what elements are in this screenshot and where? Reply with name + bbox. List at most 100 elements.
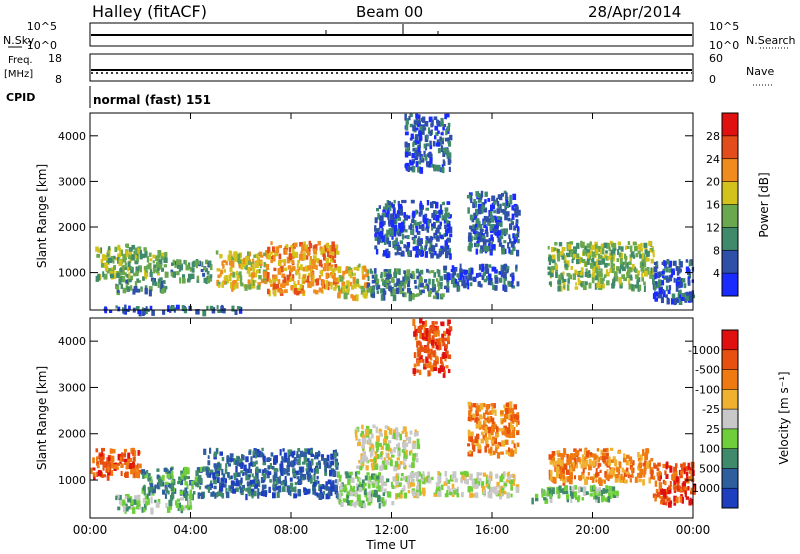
power-echo-cell — [409, 123, 414, 128]
power-echo-cell — [350, 294, 354, 299]
power-echo-cell — [112, 259, 115, 264]
power-echo-cell — [159, 277, 163, 281]
velocity-echo-cell — [682, 483, 685, 489]
velocity-echo-cell — [484, 419, 487, 424]
power-echo-cell — [290, 277, 295, 282]
power-echo-cell — [415, 152, 419, 160]
power-echo-region — [652, 259, 696, 306]
velocity-echo-cell — [417, 479, 421, 486]
power-echo-cell — [229, 266, 233, 272]
power-echo-cell — [591, 244, 596, 250]
velocity-echo-cell — [384, 425, 388, 429]
velocity-colorbar-tick-label: 25 — [706, 423, 720, 436]
power-echo-cell — [366, 269, 369, 275]
power-echo-cell — [484, 263, 488, 271]
velocity-echo-cell — [318, 484, 323, 489]
power-echo-cell — [130, 266, 133, 270]
velocity-echo-cell — [310, 468, 314, 473]
velocity-echo-cell — [299, 450, 304, 457]
power-echo-cell — [322, 280, 326, 284]
velocity-echo-cell — [137, 450, 140, 456]
velocity-echo-cell — [483, 489, 486, 495]
velocity-echo-cell — [289, 477, 293, 482]
velocity-echo-cell — [508, 422, 511, 428]
velocity-echo-cell — [255, 466, 259, 473]
power-echo-cell — [122, 253, 126, 259]
velocity-echo-cell — [608, 492, 612, 499]
power-echo-cell — [424, 121, 429, 127]
power-echo-cell — [438, 251, 442, 258]
power-echo-cell — [361, 274, 366, 280]
velocity-echo-cell — [141, 487, 145, 494]
velocity-echo-cell — [216, 492, 219, 498]
velocity-echo-cell — [217, 477, 220, 484]
power-echo-cell — [572, 273, 576, 280]
power-echo-cell — [496, 208, 500, 214]
velocity-echo-cell — [445, 365, 449, 369]
velocity-echo-cell — [604, 497, 609, 502]
velocity-echo-cell — [389, 428, 393, 435]
velocity-echo-cell — [495, 473, 499, 479]
power-echo-cell — [585, 268, 588, 273]
velocity-echo-cell — [272, 481, 275, 488]
velocity-echo-cell — [150, 496, 153, 504]
power-echo-region — [374, 199, 453, 260]
velocity-echo-cell — [668, 485, 671, 490]
power-echo-cell — [458, 275, 462, 281]
velocity-echo-cell — [238, 458, 241, 464]
velocity-echo-cell — [614, 459, 618, 467]
velocity-echo-cell — [97, 470, 101, 477]
velocity-echo-cell — [367, 480, 371, 484]
power-echo-cell — [284, 249, 288, 255]
velocity-echo-cell — [155, 502, 160, 508]
velocity-echo-cell — [668, 497, 671, 501]
power-colorbar-swatch — [722, 273, 738, 296]
power-echo-cell — [248, 251, 252, 257]
power-echo-cell — [309, 256, 312, 262]
velocity-echo-cell — [312, 481, 317, 487]
velocity-echo-cell — [145, 500, 149, 506]
velocity-echo-cell — [617, 450, 622, 454]
power-echo-cell — [376, 284, 379, 291]
power-echo-cell — [124, 262, 127, 267]
power-echo-cell — [138, 280, 141, 283]
power-echo-cell — [579, 272, 583, 276]
velocity-echo-cell — [207, 467, 210, 472]
velocity-echo-cell — [123, 448, 127, 453]
power-echo-cell — [432, 295, 437, 299]
power-echo-cell — [129, 256, 133, 262]
velocity-echo-cell — [502, 418, 507, 423]
velocity-echo-cell — [336, 479, 339, 486]
power-echo-cell — [652, 278, 655, 285]
velocity-echo-cell — [120, 499, 124, 506]
power-echo-cell — [130, 267, 134, 274]
velocity-echo-cell — [313, 473, 316, 481]
velocity-echo-cell — [272, 492, 276, 499]
power-echo-cell — [376, 228, 379, 235]
power-echo-cell — [267, 254, 272, 260]
power-echo-cell — [102, 271, 105, 278]
velocity-echo-cell — [251, 492, 254, 499]
power-echo-cell — [560, 285, 563, 292]
power-echo-cell — [307, 272, 311, 277]
velocity-echo-cell — [646, 448, 650, 454]
velocity-echo-cell — [656, 467, 660, 472]
velocity-echo-cell — [573, 491, 577, 498]
velocity-echo-cell — [685, 466, 689, 471]
power-echo-cell — [228, 250, 233, 256]
power-echo-cell — [390, 220, 395, 228]
power-echo-cell — [294, 288, 298, 295]
velocity-echo-cell — [513, 414, 518, 419]
power-echo-cell — [595, 262, 598, 267]
power-echo-cell — [155, 268, 160, 274]
power-echo-cell — [365, 273, 369, 278]
power-echo-cell — [473, 236, 477, 241]
velocity-echo-cell — [327, 479, 332, 485]
velocity-echo-cell — [115, 495, 118, 501]
power-echo-cell — [110, 256, 114, 260]
velocity-echo-cell — [202, 466, 205, 472]
velocity-echo-cell — [396, 443, 399, 450]
velocity-echo-cell — [422, 490, 426, 495]
power-echo-cell — [560, 251, 564, 256]
velocity-echo-cell — [437, 330, 440, 337]
